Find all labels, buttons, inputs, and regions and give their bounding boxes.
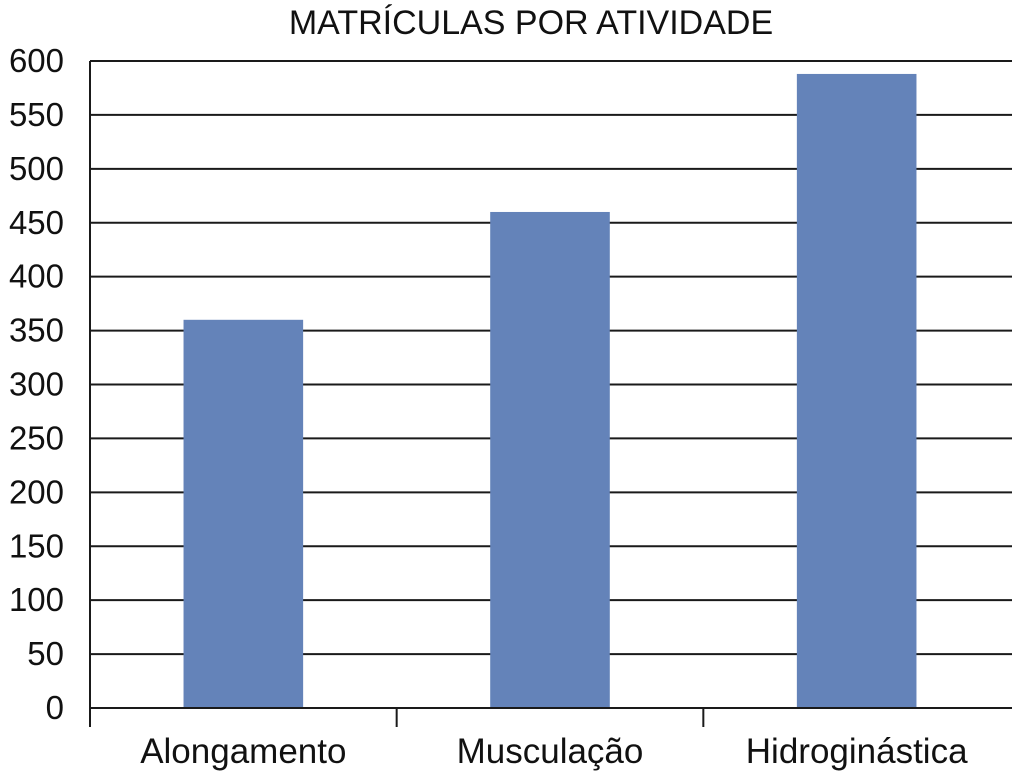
- y-tick-label: 350: [9, 312, 64, 349]
- x-category-label: Alongamento: [140, 732, 346, 771]
- x-category-label: Musculação: [457, 732, 644, 771]
- x-category-label: Hidroginástica: [746, 732, 968, 771]
- chart-title: MATRÍCULAS POR ATIVIDADE: [289, 4, 773, 42]
- y-tick-label: 500: [9, 150, 64, 187]
- y-tick-label: 250: [9, 419, 64, 456]
- y-tick-label: 150: [9, 527, 64, 564]
- bar: [183, 319, 304, 708]
- y-tick-label: 0: [46, 689, 64, 726]
- y-tick-labels: 0 50 100 150 200 250 300 350 400 450 500 550 600: [9, 42, 64, 726]
- y-tick-label: 450: [9, 204, 64, 241]
- y-tick-label: 550: [9, 96, 64, 133]
- y-tick-label: 300: [9, 366, 64, 403]
- y-tick-label: 100: [9, 581, 64, 618]
- y-tick-label: 50: [27, 635, 64, 672]
- x-category-labels: Alongamento Musculação Hidroginástica: [140, 732, 968, 771]
- bar: [796, 73, 917, 708]
- bar: [490, 211, 610, 708]
- y-tick-label: 600: [9, 42, 64, 79]
- axes: [89, 61, 1012, 727]
- bars: [183, 73, 917, 708]
- y-tick-label: 200: [9, 473, 64, 510]
- y-tick-label: 400: [9, 258, 64, 295]
